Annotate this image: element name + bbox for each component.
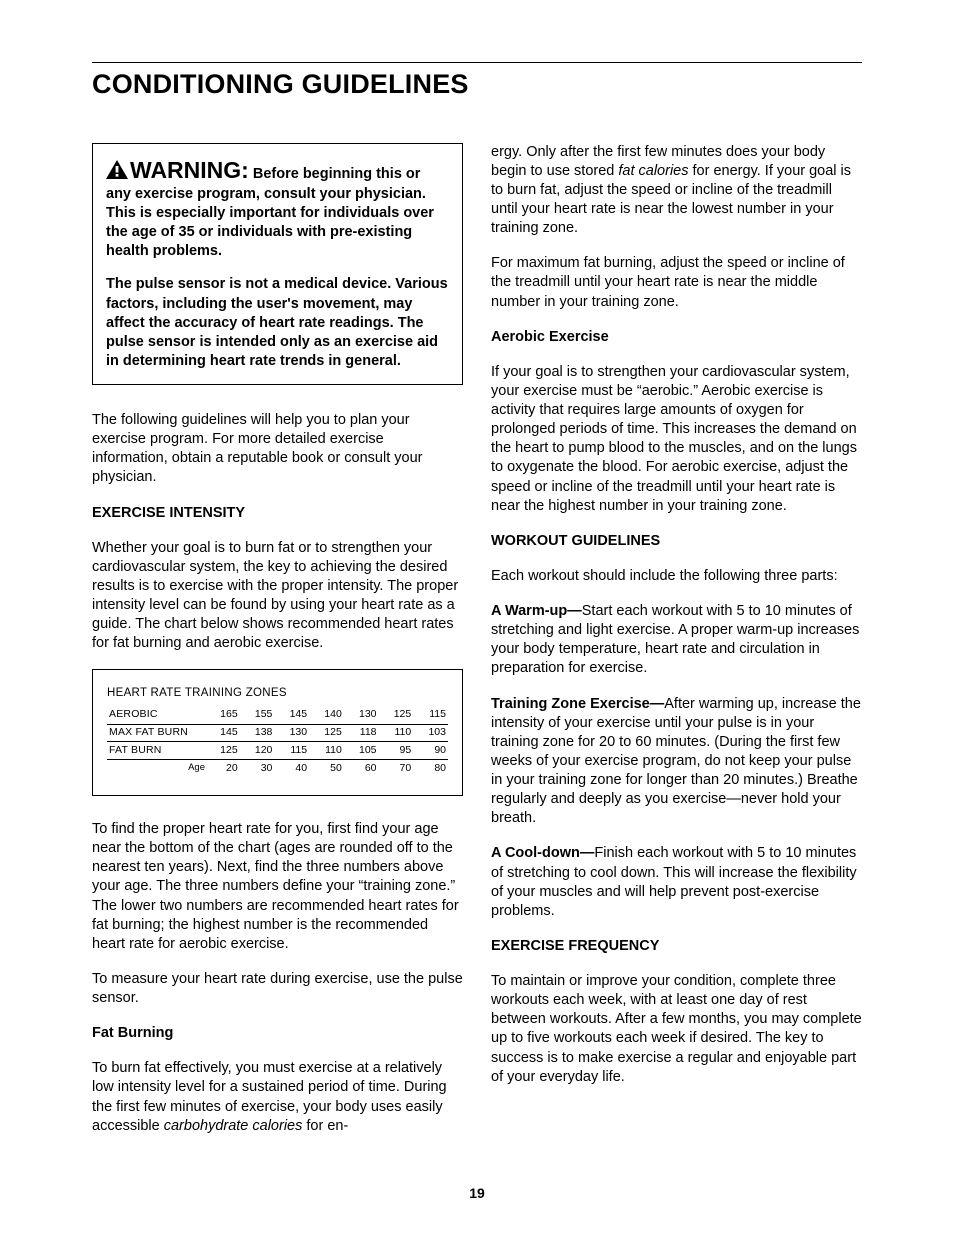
warning-triangle-icon: [106, 160, 128, 179]
workout-guidelines-heading: WORKOUT GUIDELINES: [491, 532, 862, 551]
training-zone-text: After warming up, increase the intensity…: [491, 696, 861, 827]
age-value: 40: [274, 760, 309, 777]
hr-value: 125: [309, 724, 344, 742]
hr-value: 155: [240, 707, 275, 724]
hr-value: 130: [274, 724, 309, 742]
fat-burning-paragraph: To burn fat effectively, you must exerci…: [92, 1059, 463, 1136]
two-column-layout: WARNING: Before beginning this or any ex…: [92, 143, 862, 1136]
right-column: ergy. Only after the first few minutes d…: [491, 143, 862, 1136]
warning-paragraph-2: The pulse sensor is not a medical device…: [106, 275, 449, 371]
exercise-frequency-paragraph: To maintain or improve your condition, c…: [491, 972, 862, 1087]
hr-value: 115: [274, 742, 309, 760]
hr-value: 165: [205, 707, 240, 724]
hr-value: 110: [379, 724, 414, 742]
hr-value: 125: [379, 707, 414, 724]
page-number: 19: [92, 1184, 862, 1202]
fat-burning-post: for en-: [302, 1118, 348, 1134]
aerobic-heading: Aerobic Exercise: [491, 328, 862, 347]
cooldown-label: A Cool-down—: [491, 845, 594, 861]
carb-calories-italic: carbohydrate calories: [164, 1118, 303, 1134]
title-rule: [92, 62, 862, 63]
warning-box: WARNING: Before beginning this or any ex…: [92, 143, 463, 385]
hr-value: 115: [413, 707, 448, 724]
fat-burning-heading: Fat Burning: [92, 1024, 463, 1043]
warmup-label: A Warm-up—: [491, 603, 582, 619]
age-row: Age20304050607080: [107, 760, 448, 777]
age-value: 30: [240, 760, 275, 777]
hr-value: 138: [240, 724, 275, 742]
hr-value: 105: [344, 742, 379, 760]
age-value: 20: [205, 760, 240, 777]
exercise-frequency-heading: EXERCISE FREQUENCY: [491, 937, 862, 956]
hr-value: 145: [205, 724, 240, 742]
page-title: CONDITIONING GUIDELINES: [92, 67, 862, 103]
table-row: AEROBIC165155145140130125115: [107, 707, 448, 724]
hr-value: 130: [344, 707, 379, 724]
max-fat-burning-paragraph: For maximum fat burning, adjust the spee…: [491, 254, 862, 311]
hr-value: 140: [309, 707, 344, 724]
training-zone-paragraph: Training Zone Exercise—After warming up,…: [491, 695, 862, 829]
cooldown-paragraph: A Cool-down—Finish each workout with 5 t…: [491, 844, 862, 921]
hr-value: 95: [379, 742, 414, 760]
hr-value: 145: [274, 707, 309, 724]
aerobic-paragraph: If your goal is to strengthen your cardi…: [491, 363, 862, 516]
fat-calories-italic: fat calories: [618, 163, 688, 179]
find-rate-paragraph: To find the proper heart rate for you, f…: [92, 820, 463, 954]
pulse-sensor-paragraph: To measure your heart rate during exerci…: [92, 970, 463, 1008]
training-zone-label: Training Zone Exercise—: [491, 696, 664, 712]
age-value: 50: [309, 760, 344, 777]
exercise-intensity-paragraph: Whether your goal is to burn fat or to s…: [92, 539, 463, 654]
heart-rate-chart: HEART RATE TRAINING ZONES AEROBIC1651551…: [92, 669, 463, 796]
age-label: Age: [107, 760, 205, 777]
left-column: WARNING: Before beginning this or any ex…: [92, 143, 463, 1136]
hr-value: 103: [413, 724, 448, 742]
chart-title: HEART RATE TRAINING ZONES: [107, 686, 448, 701]
hr-value: 110: [309, 742, 344, 760]
heart-rate-table: AEROBIC165155145140130125115MAX FAT BURN…: [107, 707, 448, 777]
workout-intro-paragraph: Each workout should include the followin…: [491, 567, 862, 586]
warning-label: WARNING:: [130, 157, 249, 183]
warmup-paragraph: A Warm-up—Start each workout with 5 to 1…: [491, 602, 862, 679]
intro-paragraph: The following guidelines will help you t…: [92, 411, 463, 488]
fat-burning-continued: ergy. Only after the first few minutes d…: [491, 143, 862, 239]
hr-value: 120: [240, 742, 275, 760]
row-label: MAX FAT BURN: [107, 724, 205, 742]
row-label: AEROBIC: [107, 707, 205, 724]
hr-value: 125: [205, 742, 240, 760]
exercise-intensity-heading: EXERCISE INTENSITY: [92, 504, 463, 523]
age-value: 60: [344, 760, 379, 777]
hr-value: 118: [344, 724, 379, 742]
age-value: 80: [413, 760, 448, 777]
row-label: FAT BURN: [107, 742, 205, 760]
hr-value: 90: [413, 742, 448, 760]
table-row: FAT BURN1251201151101059590: [107, 742, 448, 760]
table-row: MAX FAT BURN145138130125118110103: [107, 724, 448, 742]
warning-paragraph-1: WARNING: Before beginning this or any ex…: [106, 155, 449, 262]
age-value: 70: [379, 760, 414, 777]
